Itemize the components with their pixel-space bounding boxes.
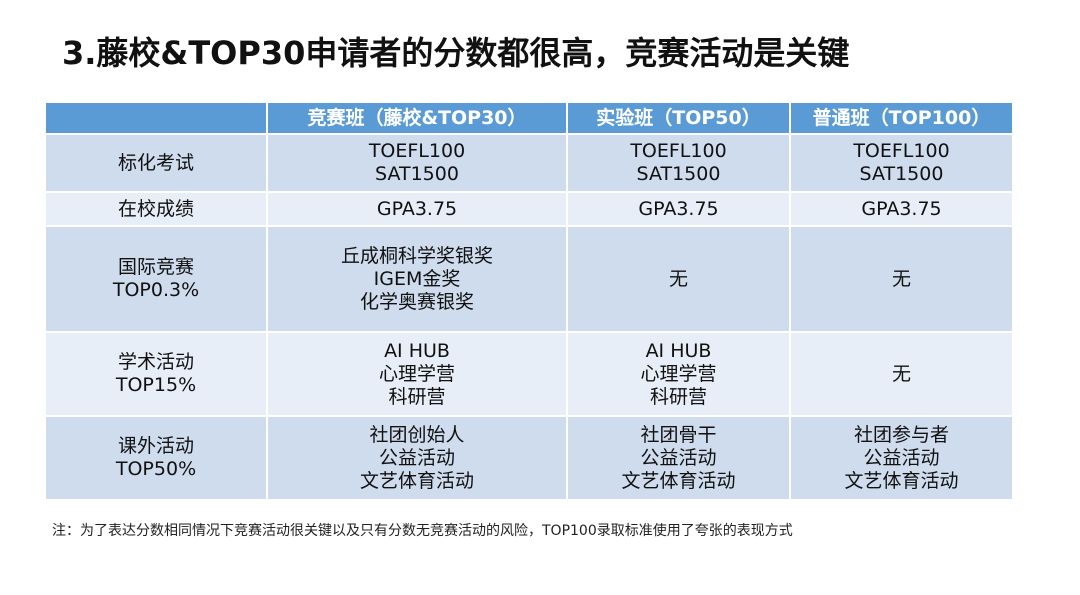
table-cell: GPA3.75 — [566, 191, 791, 227]
cell-line: 文艺体育活动 — [844, 469, 959, 492]
table-cell: 社团创始人 公益活动 文艺体育活动 — [266, 415, 568, 501]
table-row-international-competitions: 国际竞赛 TOP0.3% 丘成桐科学奖银奖 IGEM金奖 化学奥赛银奖 无 无 — [44, 225, 1014, 333]
row-label: 在校成绩 — [44, 191, 268, 227]
table-cell: GPA3.75 — [266, 191, 568, 227]
cell-line: TOEFL100 — [368, 140, 466, 162]
table-cell: GPA3.75 — [789, 191, 1014, 227]
cell-line: 社团参与者 — [853, 423, 949, 446]
table-cell: 社团骨干 公益活动 文艺体育活动 — [566, 415, 791, 501]
cell-line: 化学奥赛银奖 — [359, 290, 474, 313]
cell-line: AI HUB — [384, 339, 450, 362]
cell-line: 社团骨干 — [640, 423, 717, 446]
table-cell: 丘成桐科学奖银奖 IGEM金奖 化学奥赛银奖 — [266, 225, 568, 333]
cell-line: 公益活动 — [378, 446, 455, 469]
cell-line: TOEFL100 — [853, 140, 950, 162]
table-cell: AI HUB 心理学营 科研营 — [266, 331, 568, 417]
header-regular-class: 普通班（TOP100） — [789, 101, 1014, 135]
table-cell: 无 — [566, 225, 791, 333]
row-label-line: 学术活动 — [117, 351, 194, 373]
cell-line: 无 — [668, 267, 688, 290]
table-row-standardized-tests: 标化考试 TOEFL100 SAT1500 TOEFL100 SAT1500 T… — [44, 133, 1014, 193]
table-row-school-grades: 在校成绩 GPA3.75 GPA3.75 GPA3.75 — [44, 191, 1014, 227]
table-cell: TOEFL100 SAT1500 — [266, 133, 568, 193]
row-label: 标化考试 — [44, 133, 268, 193]
cell-line: SAT1500 — [375, 163, 459, 185]
row-label: 学术活动 TOP15% — [44, 331, 268, 417]
table-row-extracurricular-activities: 课外活动 TOP50% 社团创始人 公益活动 文艺体育活动 社团骨干 公益活动 … — [44, 415, 1014, 501]
footnote: 注：为了表达分数相同情况下竞赛活动很关键以及只有分数无竞赛活动的风险，TOP10… — [52, 523, 793, 539]
row-label-line: TOP50% — [115, 458, 197, 480]
table-row-academic-activities: 学术活动 TOP15% AI HUB 心理学营 科研营 AI HUB 心理学营 … — [44, 331, 1014, 417]
row-label-line: TOP0.3% — [112, 279, 200, 301]
row-label: 课外活动 TOP50% — [44, 415, 268, 501]
table-header-row: 竞赛班（藤校&TOP30） 实验班（TOP50） 普通班（TOP100） — [44, 101, 1014, 135]
cell-line: GPA3.75 — [376, 197, 458, 220]
cell-line: 心理学营 — [378, 362, 455, 385]
cell-line: SAT1500 — [859, 163, 944, 185]
cell-line: TOEFL100 — [630, 140, 727, 162]
slide-title: 3.藤校&TOP30申请者的分数都很高，竞赛活动是关键 — [62, 34, 850, 72]
cell-line: GPA3.75 — [861, 197, 942, 220]
cell-line: 社团创始人 — [369, 423, 465, 446]
cell-line: 科研营 — [388, 385, 446, 408]
cell-line: GPA3.75 — [638, 197, 719, 220]
cell-line: 心理学营 — [640, 362, 717, 385]
row-label-line: TOP15% — [115, 374, 197, 396]
cell-line: 公益活动 — [863, 446, 940, 469]
row-label-line: 标化考试 — [117, 151, 194, 174]
cell-line: 无 — [891, 267, 911, 290]
row-label-line: 课外活动 — [117, 435, 194, 457]
cell-line: AI HUB — [645, 339, 712, 362]
cell-line: 文艺体育活动 — [621, 469, 736, 492]
cell-line: 科研营 — [649, 385, 707, 408]
cell-line: 无 — [891, 362, 911, 385]
table-cell: TOEFL100 SAT1500 — [566, 133, 791, 193]
cell-line: SAT1500 — [636, 163, 721, 185]
row-label: 国际竞赛 TOP0.3% — [44, 225, 268, 333]
header-corner — [44, 101, 268, 135]
table-cell: 无 — [789, 331, 1014, 417]
table-cell: 社团参与者 公益活动 文艺体育活动 — [789, 415, 1014, 501]
cell-line: 文艺体育活动 — [359, 469, 474, 492]
row-label-line: 国际竞赛 — [117, 256, 194, 278]
table-cell: 无 — [789, 225, 1014, 333]
comparison-table: 竞赛班（藤校&TOP30） 实验班（TOP50） 普通班（TOP100） 标化考… — [44, 101, 1014, 501]
table-cell: AI HUB 心理学营 科研营 — [566, 331, 791, 417]
header-experimental-class: 实验班（TOP50） — [566, 101, 791, 135]
row-label-line: 在校成绩 — [117, 197, 194, 220]
cell-line: 公益活动 — [640, 446, 717, 469]
cell-line: 丘成桐科学奖银奖 — [340, 244, 493, 267]
cell-line: IGEM金奖 — [373, 267, 461, 290]
table-cell: TOEFL100 SAT1500 — [789, 133, 1014, 193]
header-competition-class: 竞赛班（藤校&TOP30） — [266, 101, 568, 135]
